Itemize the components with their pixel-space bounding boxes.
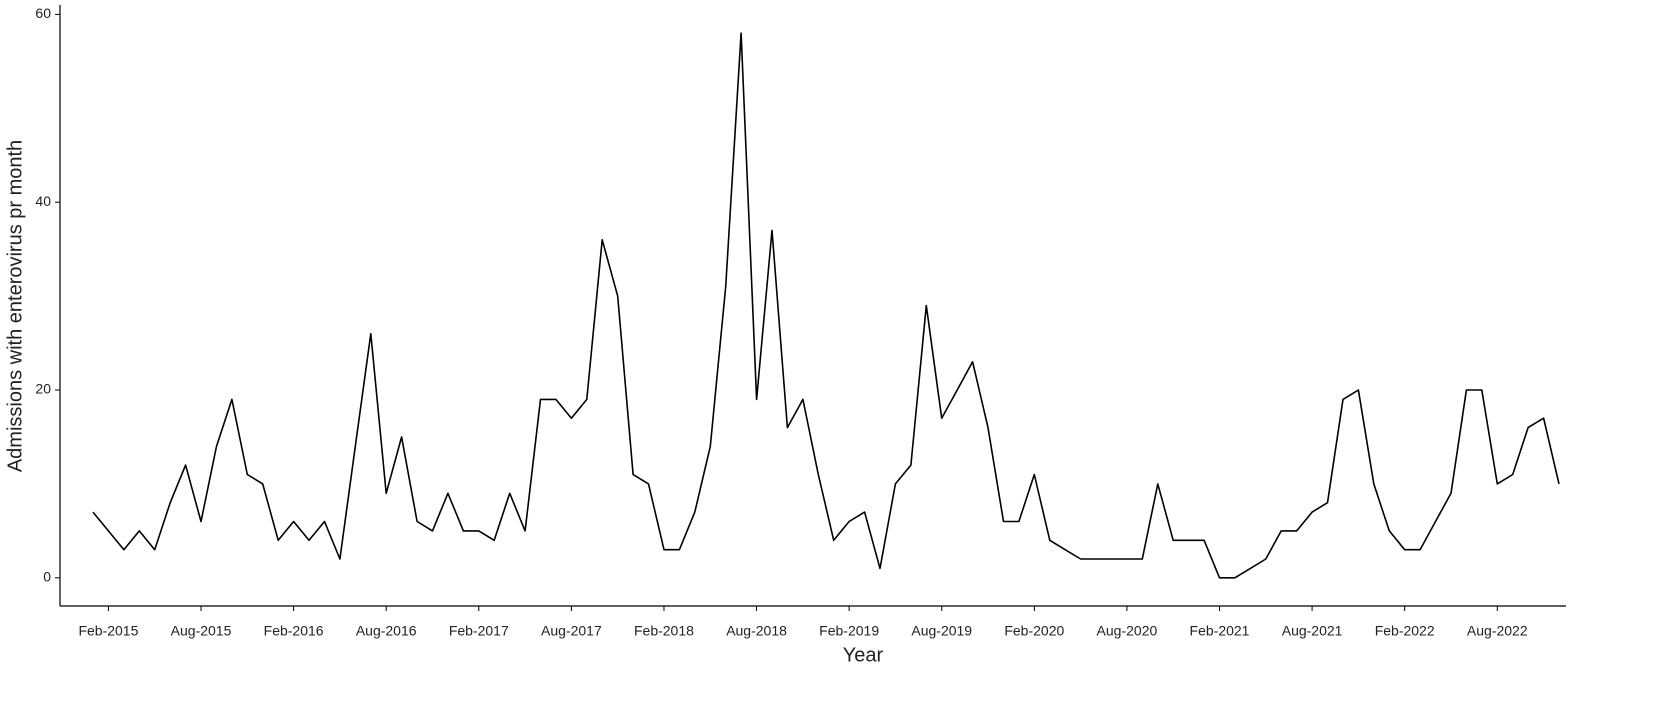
x-tick-label: Feb-2021 [1190, 623, 1250, 639]
x-tick-label: Aug-2020 [1097, 623, 1158, 639]
x-tick-label: Aug-2019 [911, 623, 972, 639]
x-tick-label: Aug-2021 [1282, 623, 1343, 639]
x-tick-label: Feb-2019 [819, 623, 879, 639]
y-axis-title: Admissions with enterovirus pr month [4, 140, 26, 472]
x-tick-label: Feb-2020 [1004, 623, 1064, 639]
x-tick-label: Aug-2016 [356, 623, 417, 639]
y-tick-label: 0 [43, 569, 51, 585]
x-tick-label: Feb-2015 [78, 623, 138, 639]
x-tick-label: Feb-2016 [264, 623, 324, 639]
x-tick-label: Aug-2015 [171, 623, 232, 639]
x-tick-label: Feb-2018 [634, 623, 694, 639]
x-tick-label: Aug-2022 [1467, 623, 1528, 639]
x-axis-title: Year [843, 644, 884, 666]
y-tick-label: 60 [35, 5, 51, 21]
x-tick-label: Aug-2018 [726, 623, 787, 639]
x-tick-label: Feb-2022 [1375, 623, 1435, 639]
y-tick-label: 20 [35, 381, 51, 397]
y-tick-label: 40 [35, 193, 51, 209]
series-line [92, 32, 1560, 579]
x-tick-label: Aug-2017 [541, 623, 602, 639]
x-tick-label: Feb-2017 [449, 623, 509, 639]
